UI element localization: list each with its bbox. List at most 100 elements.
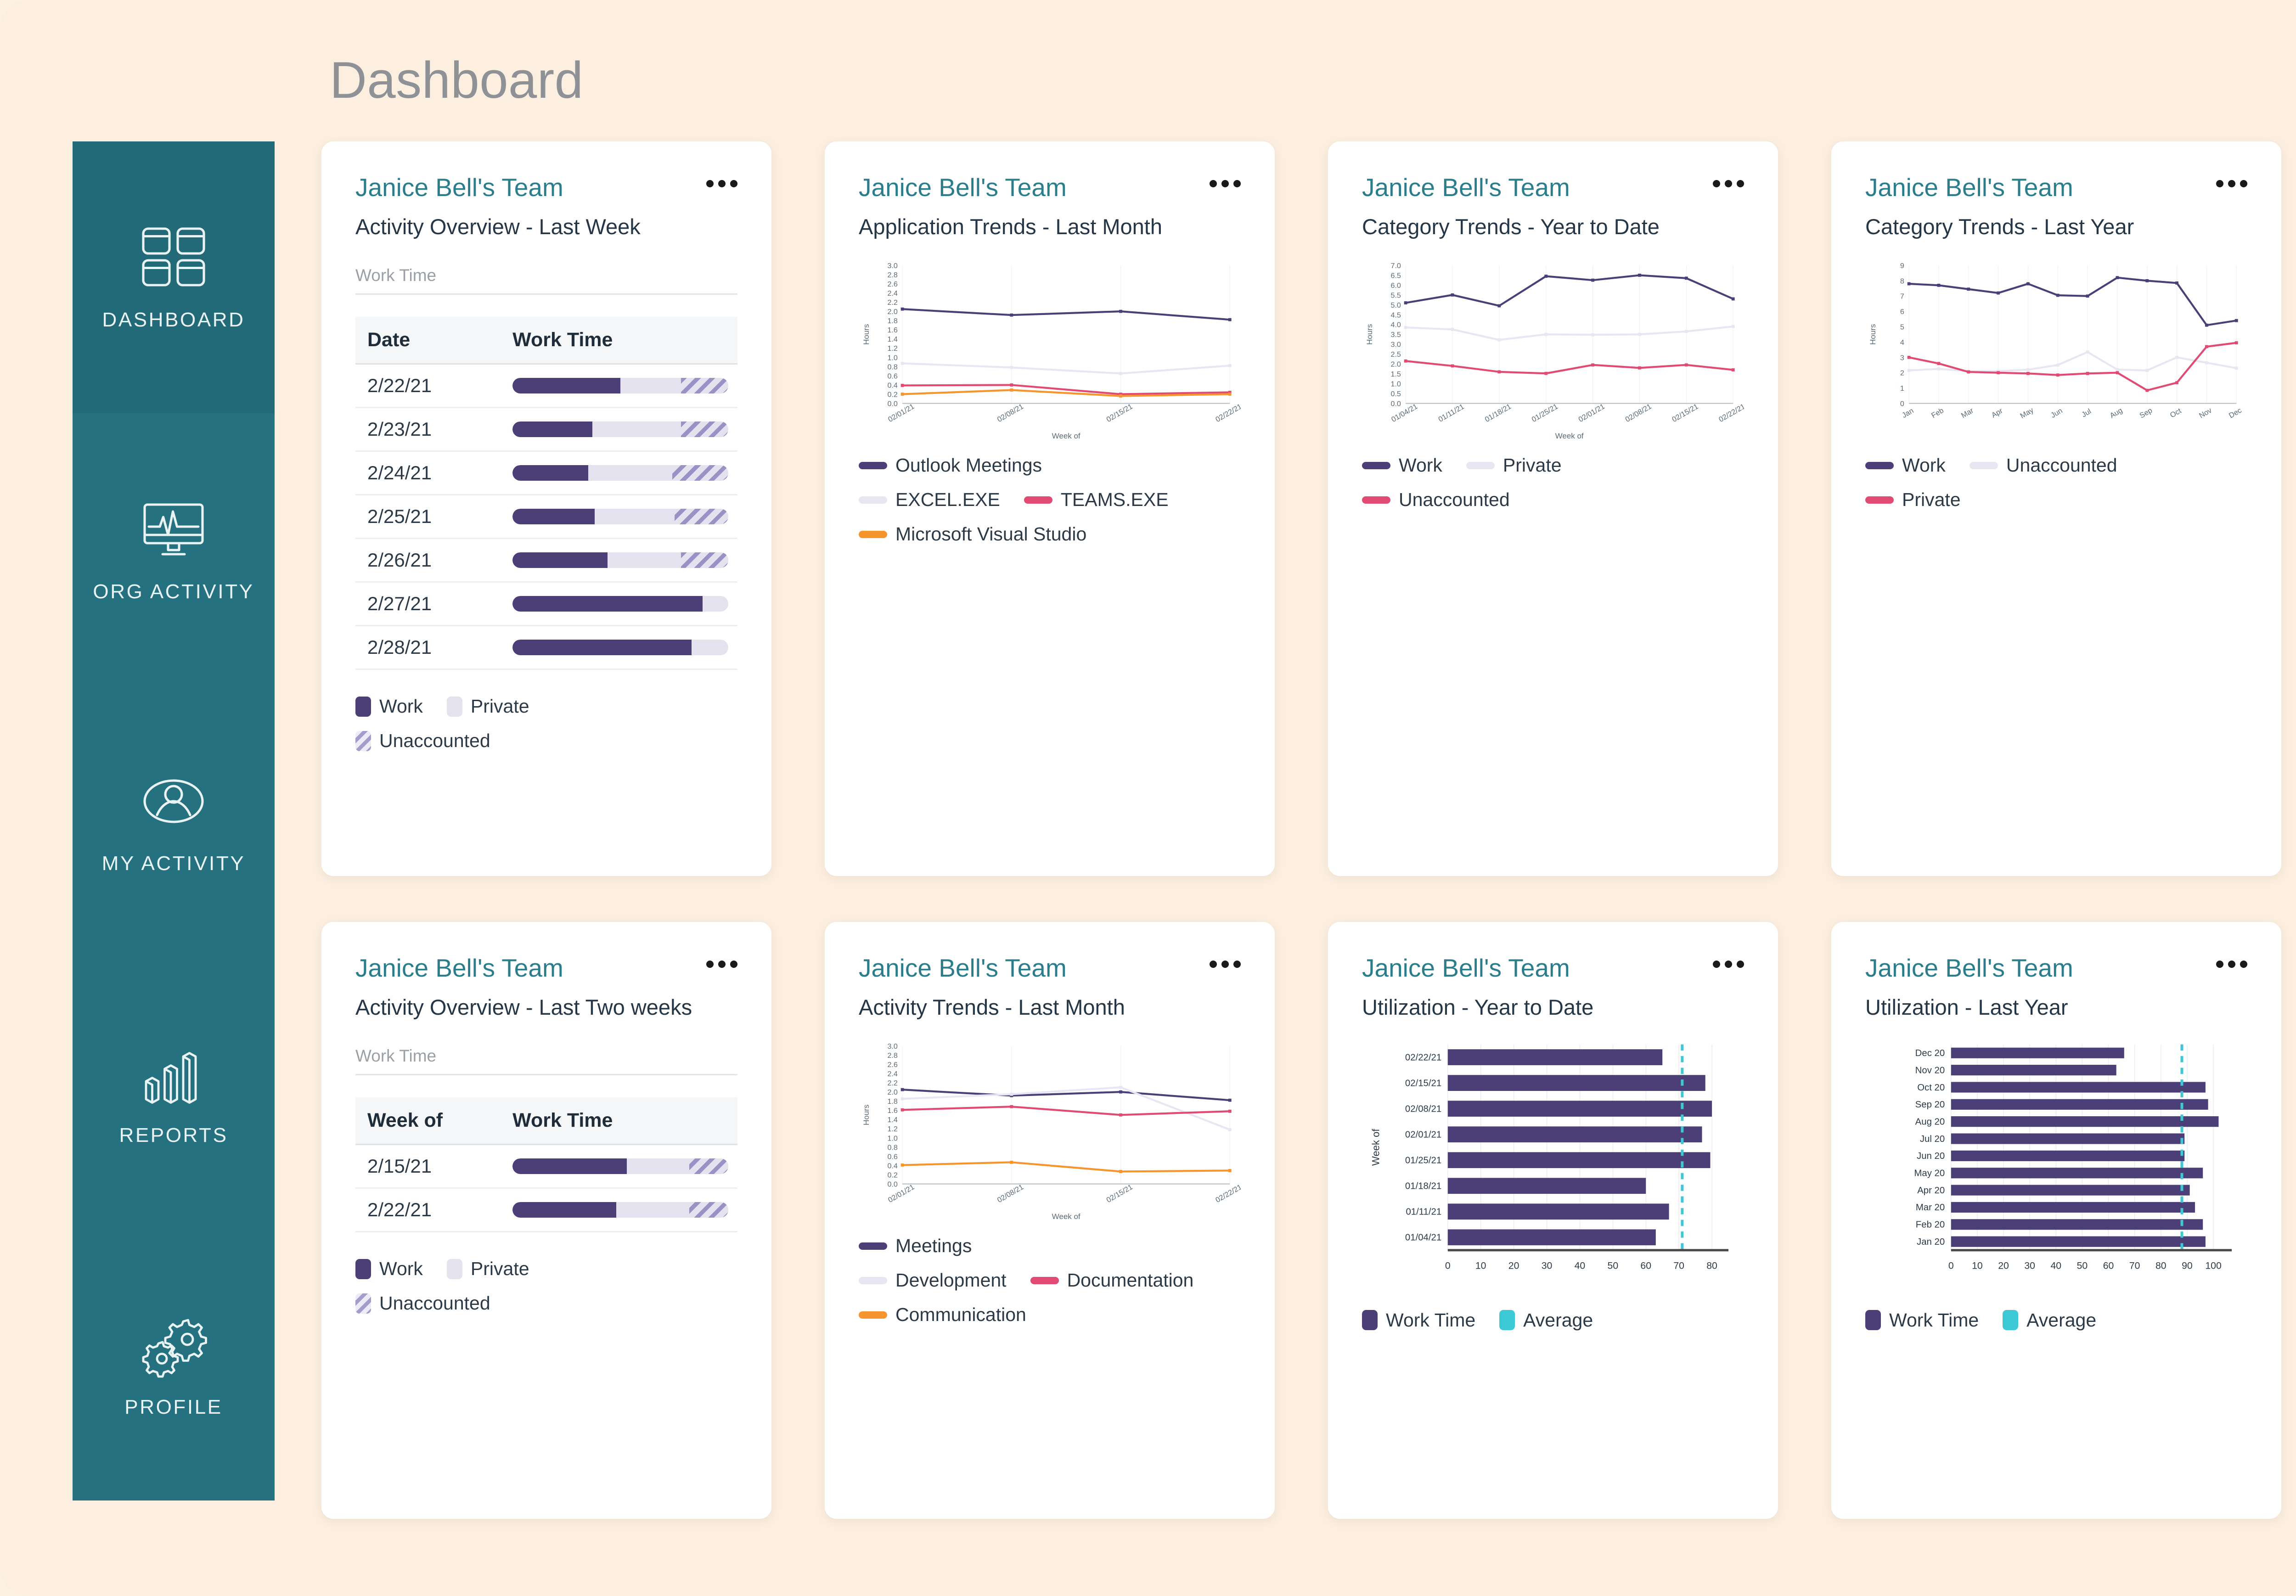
sidebar-item-label: MY ACTIVITY — [101, 852, 246, 875]
data-point — [1451, 293, 1454, 297]
column-header-date[interactable]: Date — [355, 317, 501, 365]
legend-item: Outlook Meetings — [859, 455, 1042, 476]
bar-segment-work — [512, 465, 588, 481]
series-line — [901, 1106, 1231, 1116]
bar — [1951, 1047, 2124, 1058]
svg-text:Aug 20: Aug 20 — [1915, 1117, 1945, 1127]
legend-label: Unaccounted — [2006, 455, 2117, 476]
data-point — [1228, 1169, 1232, 1172]
line-chart: 0.0 0.2 0.4 0.6 0.8 1.0 1.2 1.4 1.6 1.8 2.0 2.2 2.4 2… — [859, 1038, 1241, 1221]
data-point — [1119, 1170, 1122, 1173]
data-point — [1907, 355, 1911, 359]
data-point — [2205, 323, 2208, 327]
card-utilization-last-year: Janice Bell's Team Utilization - Last Ye… — [1831, 922, 2281, 1519]
svg-text:1.6: 1.6 — [887, 1107, 897, 1115]
bar-segment-unaccounted — [672, 465, 728, 481]
row-bar — [501, 495, 737, 539]
svg-text:2: 2 — [1900, 369, 1904, 377]
legend-label: Documentation — [1067, 1270, 1194, 1291]
legend-label: Private — [1503, 455, 1562, 476]
bar — [1951, 1065, 2116, 1076]
column-header-date[interactable]: Week of — [355, 1097, 501, 1145]
bar — [1447, 1178, 1646, 1194]
bar-chart-icon — [139, 1039, 208, 1107]
svg-text:20: 20 — [1998, 1261, 2009, 1271]
data-point — [2116, 371, 2119, 375]
row-label: 2/23/21 — [355, 407, 501, 452]
svg-text:10: 10 — [1475, 1261, 1486, 1271]
card-menu-button[interactable] — [1210, 173, 1241, 187]
bar — [1447, 1075, 1705, 1091]
data-point — [1591, 333, 1594, 337]
legend-swatch-unaccounted — [355, 731, 371, 751]
row-bar — [501, 625, 737, 670]
column-header-worktime[interactable]: Work Time — [501, 317, 737, 365]
data-point — [2145, 369, 2149, 372]
series-line — [1908, 342, 2238, 392]
data-point — [2234, 341, 2238, 345]
sidebar-item-dashboard[interactable]: DASHBOARD — [73, 141, 275, 413]
sidebar-item-label: DASHBOARD — [102, 309, 245, 331]
card-menu-button[interactable] — [1210, 953, 1241, 968]
data-point — [1684, 363, 1688, 367]
data-point — [900, 1097, 904, 1101]
line-chart: 0.0 0.2 0.4 0.6 0.8 1.0 1.2 1.4 1.6 1.8 2.0 2.2 2.4 2… — [859, 258, 1241, 441]
column-header-worktime[interactable]: Work Time — [501, 1097, 737, 1145]
data-point — [2026, 372, 2030, 375]
card-subtitle: Utilization - Year to Date — [1362, 995, 1594, 1019]
sidebar-item-reports[interactable]: REPORTS — [73, 957, 275, 1229]
legend-item: Meetings — [859, 1235, 972, 1257]
svg-text:Week of: Week of — [1052, 1212, 1080, 1221]
svg-text:2.6: 2.6 — [887, 280, 897, 288]
legend-label: Private — [1902, 489, 1961, 511]
legend-label: Work Time — [1889, 1309, 1979, 1331]
card-menu-button[interactable] — [706, 953, 737, 968]
bar-segment-work — [512, 378, 621, 393]
svg-text:2.2: 2.2 — [887, 1079, 897, 1087]
legend-label: Average — [1523, 1309, 1593, 1331]
card-legend: Outlook Meetings EXCEL.EXE TEAMS.EXE Mic… — [859, 455, 1241, 545]
card-header: Janice Bell's Team — [1362, 173, 1744, 202]
svg-text:Dec 20: Dec 20 — [1915, 1048, 1945, 1058]
sidebar-item-org-activity[interactable]: ORG ACTIVITY — [73, 413, 275, 685]
svg-text:Jun 20: Jun 20 — [1917, 1151, 1945, 1161]
svg-text:8: 8 — [1900, 277, 1904, 285]
svg-text:02/22/21: 02/22/21 — [1214, 1183, 1241, 1204]
bar-segment-work — [512, 1158, 627, 1174]
svg-text:0.2: 0.2 — [887, 1171, 897, 1179]
card-menu-button[interactable] — [1713, 953, 1744, 968]
svg-text:3: 3 — [1900, 354, 1904, 362]
svg-text:Apr 20: Apr 20 — [1917, 1186, 1945, 1196]
svg-text:30: 30 — [2024, 1261, 2035, 1271]
svg-text:Mar: Mar — [1960, 406, 1975, 420]
card-menu-button[interactable] — [706, 173, 737, 187]
svg-text:02/08/21: 02/08/21 — [1405, 1104, 1441, 1114]
series-line — [901, 362, 1231, 375]
sidebar-item-profile[interactable]: PROFILE — [73, 1229, 275, 1500]
legend-swatch — [1865, 496, 1894, 504]
series-line — [1404, 274, 1734, 307]
svg-text:Sep 20: Sep 20 — [1915, 1100, 1945, 1110]
card-legend: Meetings Development Documentation Commu… — [859, 1235, 1241, 1326]
card-menu-button[interactable] — [1713, 173, 1744, 187]
card-header: Janice Bell's Team — [859, 953, 1241, 983]
series-line — [1404, 325, 1734, 341]
sidebar-item-my-activity[interactable]: MY ACTIVITY — [73, 685, 275, 957]
legend-label: Work — [379, 696, 423, 717]
svg-text:2.0: 2.0 — [1390, 360, 1401, 369]
svg-text:Feb: Feb — [1930, 406, 1945, 420]
monitor-pulse-icon — [139, 495, 208, 564]
data-point — [1544, 371, 1548, 375]
data-point — [1119, 1090, 1122, 1094]
svg-text:0.4: 0.4 — [887, 1162, 897, 1170]
svg-text:01/11/21: 01/11/21 — [1437, 402, 1465, 423]
data-point — [2175, 281, 2178, 285]
table-row: 2/26/21 — [355, 538, 737, 583]
svg-text:1.0: 1.0 — [887, 354, 897, 362]
card-menu-button[interactable] — [2216, 953, 2247, 968]
card-header: Janice Bell's Team — [1865, 953, 2247, 983]
table-row: 2/28/21 — [355, 625, 737, 670]
card-menu-button[interactable] — [2216, 173, 2247, 187]
legend-swatch — [1865, 461, 1894, 469]
data-point — [1228, 1109, 1232, 1113]
